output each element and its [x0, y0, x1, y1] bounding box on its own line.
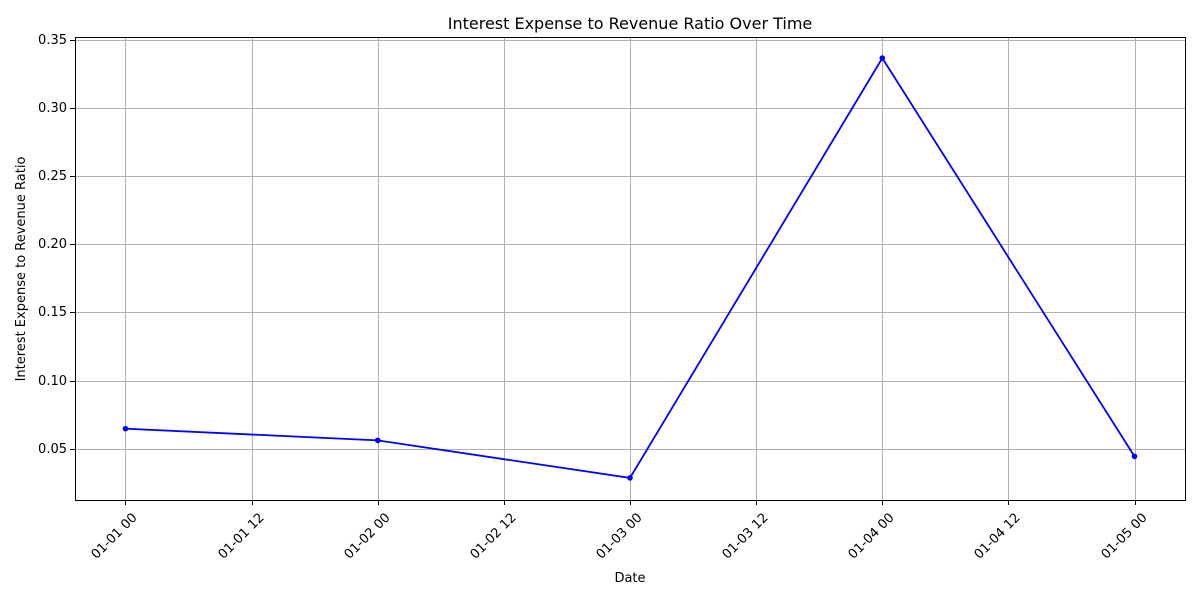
chart-title: Interest Expense to Revenue Ratio Over T…	[448, 14, 813, 33]
data-point	[879, 55, 886, 61]
data-point	[374, 437, 381, 444]
x-tick-label: 01-03 12	[720, 510, 772, 562]
y-axis-label: Interest Expense to Revenue Ratio	[14, 157, 29, 382]
y-tick-label: 0.30	[38, 101, 67, 116]
data-point	[627, 475, 633, 481]
x-tick-label: 01-03 00	[594, 510, 646, 562]
y-tick-label: 0.10	[38, 374, 67, 389]
grid	[75, 37, 1185, 500]
x-tick-label: 01-04 00	[846, 510, 898, 562]
series-layer	[122, 55, 1138, 481]
x-tick-label: 01-02 00	[342, 510, 394, 562]
y-tick-label: 0.15	[38, 305, 67, 320]
x-tick-label: 01-01 12	[216, 510, 268, 562]
y-tick-label: 0.20	[38, 237, 67, 252]
y-axis: 0.05 0.10 0.15 0.20 0.25 0.30 0.35	[38, 33, 75, 457]
x-tick-label: 01-05 00	[1099, 510, 1151, 562]
y-tick-label: 0.25	[38, 169, 67, 184]
x-tick-label: 01-04 12	[972, 510, 1024, 562]
x-tick-label: 01-02 12	[468, 510, 520, 562]
x-axis-label: Date	[614, 571, 645, 586]
x-axis: 01-01 00 01-01 12 01-02 00 01-02 12 01-03 00…	[89, 500, 1151, 562]
data-point	[1131, 453, 1138, 460]
y-tick-label: 0.05	[38, 442, 67, 457]
y-tick-label: 0.35	[38, 33, 67, 48]
x-tick-label: 01-01 00	[89, 510, 141, 562]
data-point	[122, 425, 129, 432]
